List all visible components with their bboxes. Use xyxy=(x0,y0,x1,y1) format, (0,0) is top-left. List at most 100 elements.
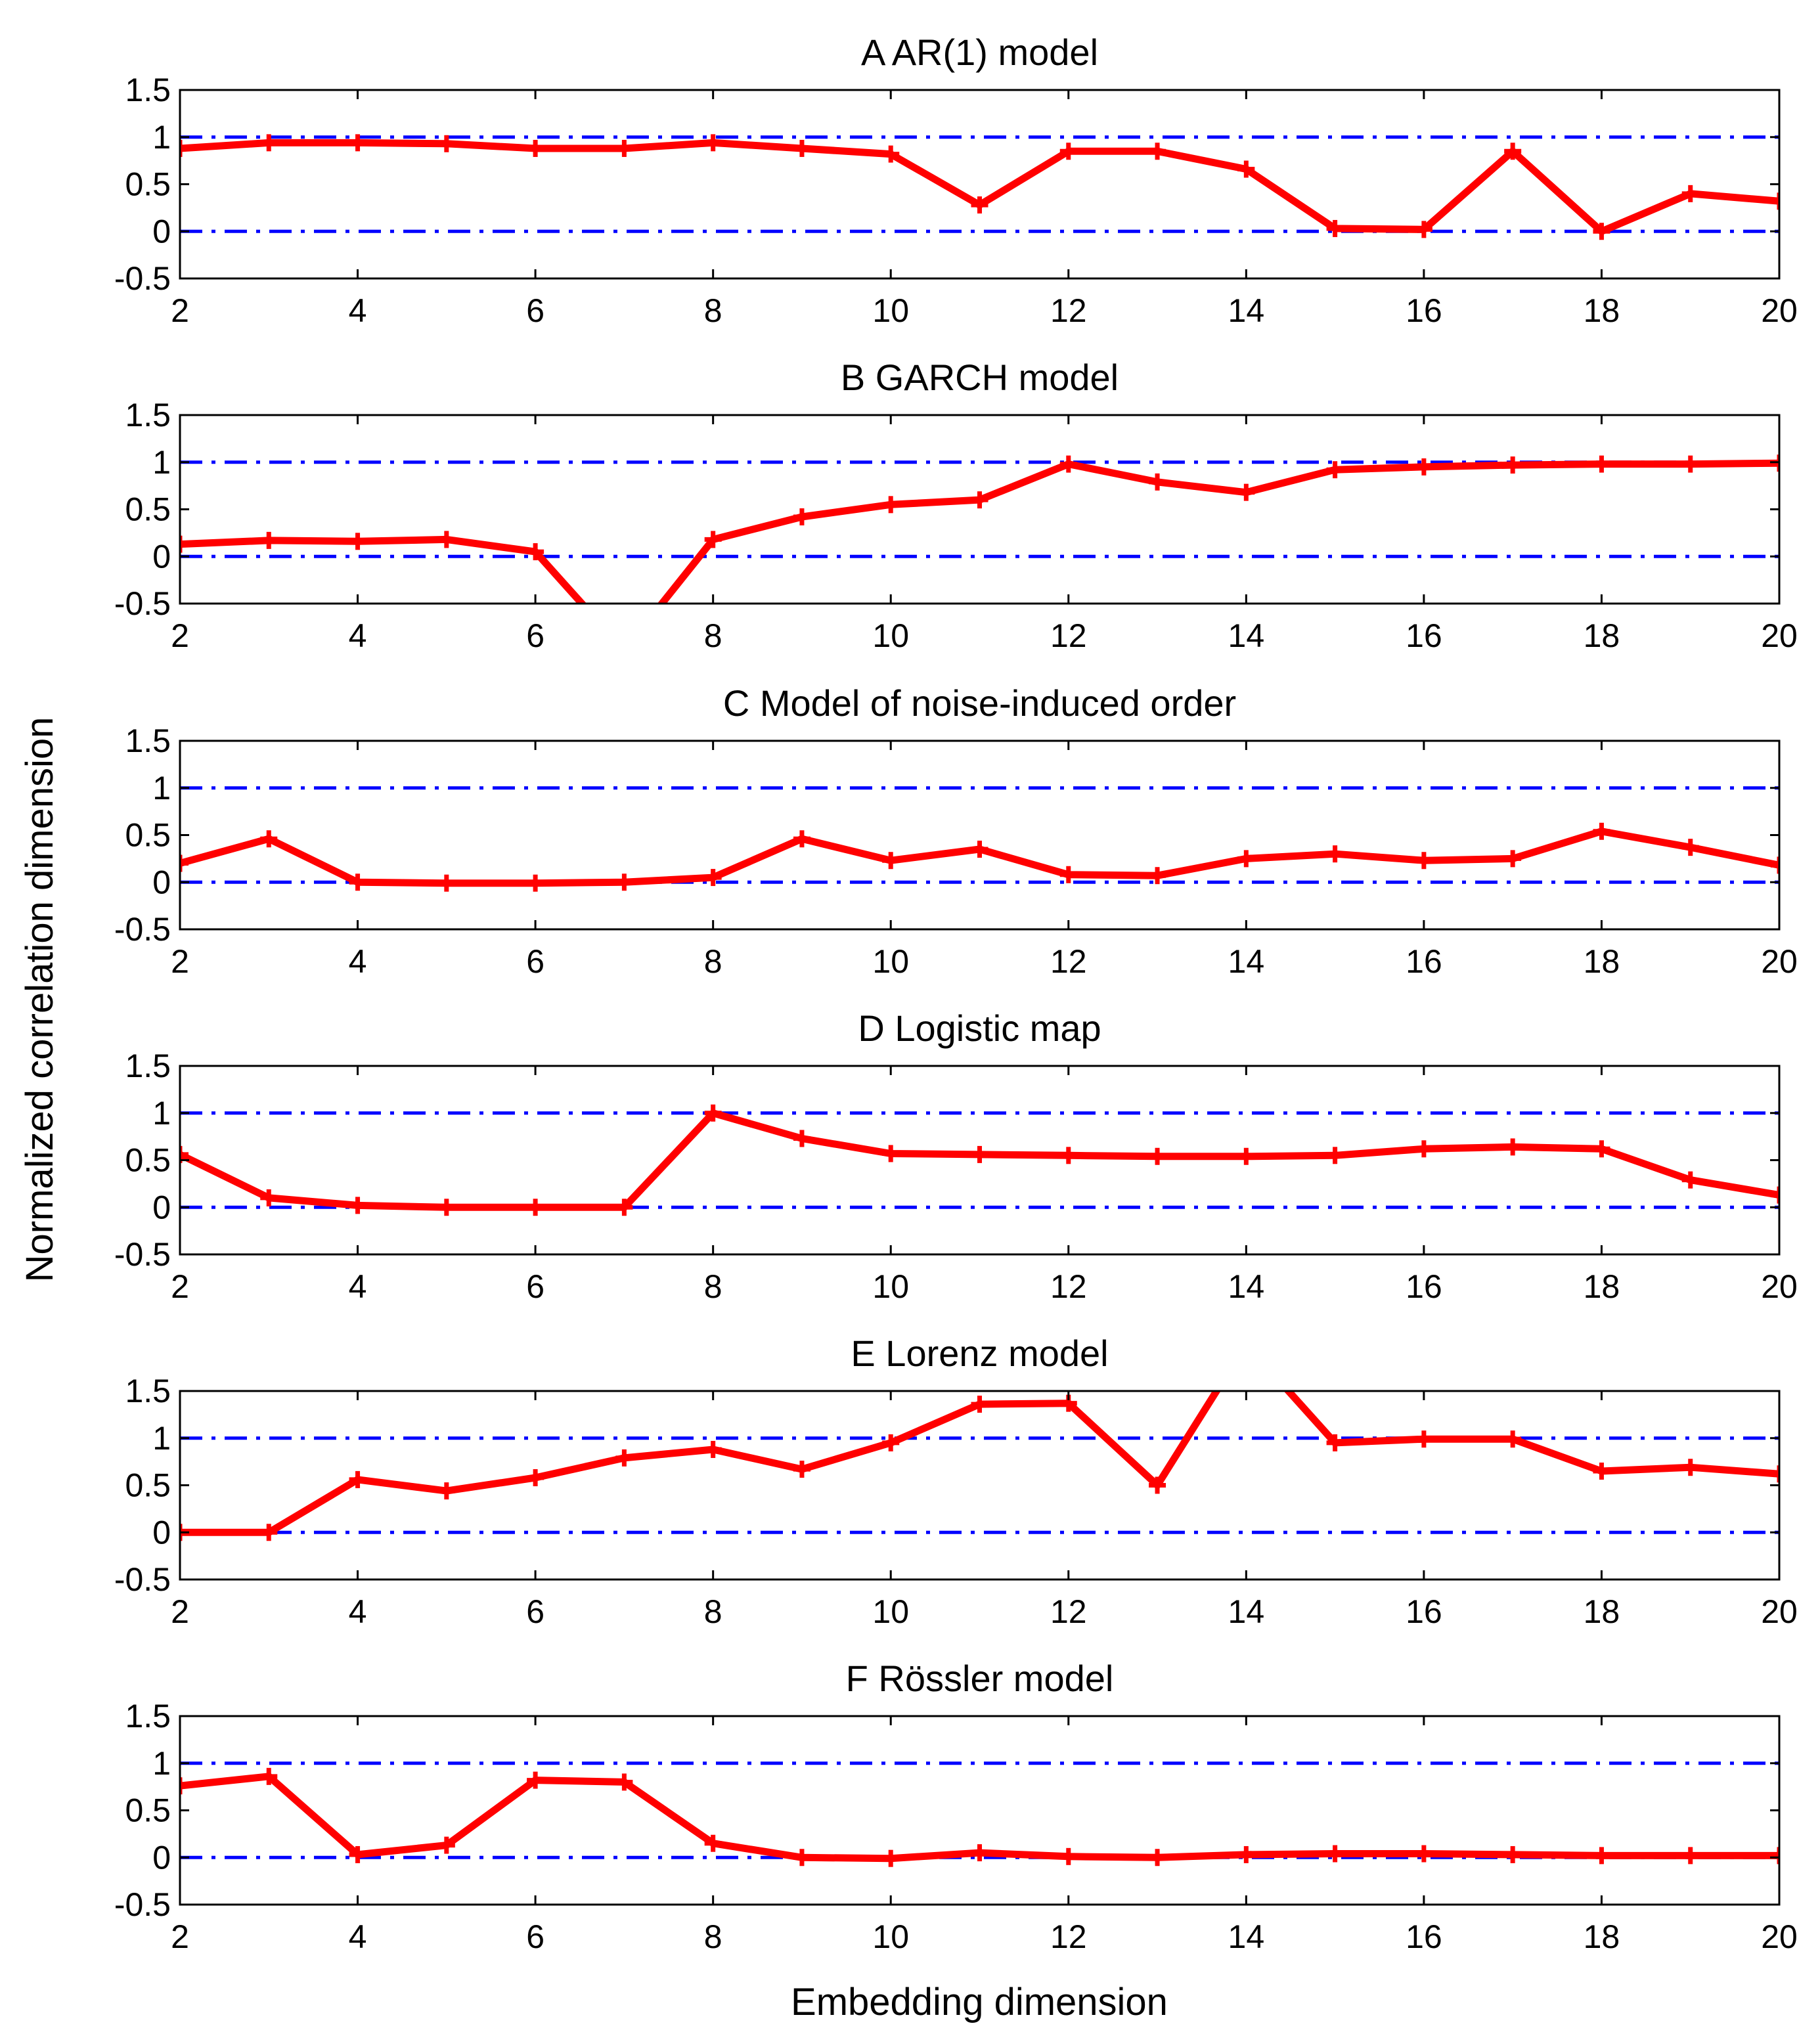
plot-area xyxy=(180,454,1779,659)
y-tick-label: 0 xyxy=(152,213,171,250)
x-tick-label: 16 xyxy=(1406,1268,1442,1305)
y-tick-label: 0 xyxy=(152,538,171,575)
data-point xyxy=(1415,458,1432,475)
y-axis-label: Normalized correlation dimension xyxy=(18,717,61,1283)
x-tick-label: 6 xyxy=(526,292,544,329)
data-point xyxy=(882,145,900,163)
data-point xyxy=(793,508,810,525)
data-point xyxy=(615,873,633,891)
data-point xyxy=(615,1199,633,1216)
data-point xyxy=(1681,455,1699,473)
y-tick-label: 1 xyxy=(152,770,171,806)
data-point xyxy=(1326,845,1344,863)
data-point xyxy=(1593,822,1610,840)
x-tick-label: 2 xyxy=(171,1918,189,1955)
data-point xyxy=(349,1197,366,1214)
axes-frame xyxy=(179,740,1781,931)
y-tick-label: 1.5 xyxy=(125,722,171,759)
y-tick-label: -0.5 xyxy=(114,585,171,622)
data-point xyxy=(793,1130,810,1147)
data-point xyxy=(704,134,722,152)
data-point xyxy=(527,543,544,561)
x-tick-label: 12 xyxy=(1050,1268,1087,1305)
data-point xyxy=(1237,1147,1255,1165)
data-point xyxy=(1681,839,1699,856)
data-point xyxy=(615,1773,633,1791)
x-tick-label: 6 xyxy=(526,1918,544,1955)
data-point xyxy=(882,496,900,514)
panel-title: B GARCH model xyxy=(841,357,1119,398)
data-point xyxy=(1415,1845,1432,1863)
axes-frame xyxy=(179,89,1781,280)
data-point xyxy=(349,873,366,891)
y-tick-label: 1 xyxy=(152,1095,171,1132)
data-point xyxy=(1059,1847,1077,1865)
data-point xyxy=(1326,1845,1344,1863)
data-point xyxy=(527,1771,544,1789)
data-point xyxy=(260,531,278,549)
x-tick-label: 18 xyxy=(1584,943,1620,980)
data-point xyxy=(882,1849,900,1867)
panel-e: E Lorenz model 2 4 6 8 10 12 14 16 18 20 -0.5 0 0.5 1 1… xyxy=(114,1333,1798,1630)
data-point xyxy=(1149,143,1166,160)
data-point xyxy=(527,1469,544,1487)
data-point xyxy=(437,1836,455,1854)
data-point xyxy=(260,1524,278,1541)
data-point xyxy=(527,874,544,892)
y-tick-label: 1 xyxy=(152,119,171,156)
data-point xyxy=(1681,1459,1699,1476)
data-point xyxy=(1059,143,1077,160)
data-point xyxy=(1681,185,1699,202)
y-tick-label: 1.5 xyxy=(125,1048,171,1084)
plot-area xyxy=(180,1104,1779,1216)
data-point xyxy=(615,642,633,659)
data-point xyxy=(1504,143,1522,160)
data-point xyxy=(1326,1147,1344,1164)
x-tick-label: 20 xyxy=(1761,292,1798,329)
y-tick-label: 1 xyxy=(152,1745,171,1782)
x-tick-label: 4 xyxy=(349,617,367,654)
data-point xyxy=(1149,1147,1166,1165)
y-tick-label: 0.5 xyxy=(125,491,171,528)
x-tick-label: 20 xyxy=(1761,1593,1798,1630)
y-tick-label: 0 xyxy=(152,1189,171,1226)
data-point xyxy=(704,1104,722,1122)
x-tick-label: 18 xyxy=(1584,1268,1620,1305)
data-point xyxy=(260,1189,278,1206)
x-tick-label: 4 xyxy=(349,292,367,329)
x-tick-label: 8 xyxy=(704,292,722,329)
data-point xyxy=(1504,1138,1522,1156)
data-point xyxy=(1415,221,1432,238)
data-point xyxy=(180,1145,189,1163)
data-point xyxy=(882,1145,900,1162)
x-tick-label: 16 xyxy=(1406,292,1442,329)
x-tick-label: 8 xyxy=(704,617,722,654)
y-tick-label: 0.5 xyxy=(125,817,171,854)
x-tick-label: 18 xyxy=(1584,292,1620,329)
data-point xyxy=(1326,461,1344,479)
x-tick-label: 18 xyxy=(1584,617,1620,654)
data-point xyxy=(882,1434,900,1451)
x-axis-label: Embedding dimension xyxy=(791,1981,1168,2023)
x-tick-label: 14 xyxy=(1228,1918,1265,1955)
x-tick-label: 4 xyxy=(349,1593,367,1630)
data-point xyxy=(180,1777,189,1795)
data-point xyxy=(437,1482,455,1500)
data-point xyxy=(260,1767,278,1785)
x-tick-label: 4 xyxy=(349,1918,367,1955)
data-point xyxy=(615,1449,633,1467)
x-tick-label: 2 xyxy=(171,292,189,329)
data-point xyxy=(1059,866,1077,883)
data-point xyxy=(1593,455,1610,473)
x-tick-label: 12 xyxy=(1050,292,1087,329)
x-tick-label: 10 xyxy=(872,617,909,654)
x-tick-label: 10 xyxy=(872,292,909,329)
data-point xyxy=(1771,192,1779,210)
data-point xyxy=(1326,219,1344,237)
data-point xyxy=(971,1844,988,1862)
data-point xyxy=(349,533,366,550)
x-tick-label: 8 xyxy=(704,1593,722,1630)
data-point xyxy=(1771,1847,1779,1865)
x-tick-label: 2 xyxy=(171,943,189,980)
x-tick-label: 18 xyxy=(1584,1593,1620,1630)
